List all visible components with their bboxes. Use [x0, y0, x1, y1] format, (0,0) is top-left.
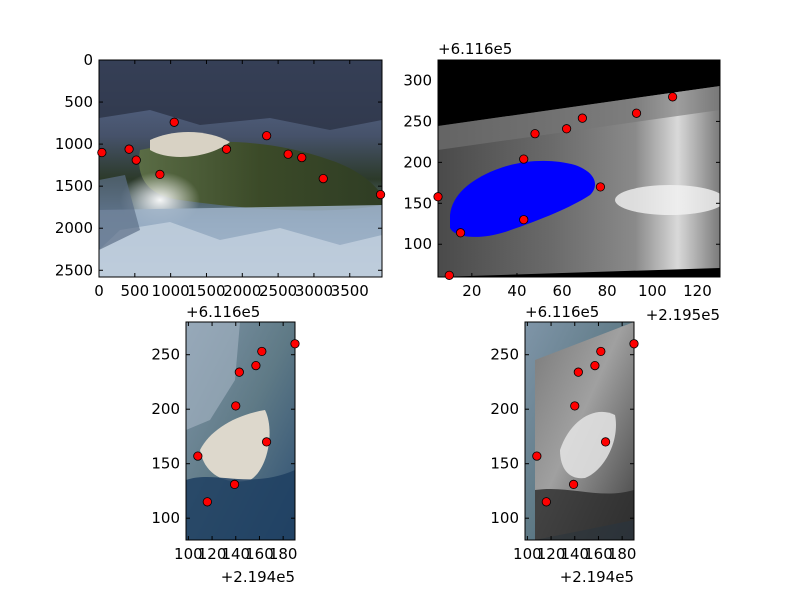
scatter-point — [569, 480, 577, 488]
y-tick-label: 250 — [403, 112, 432, 130]
panel-orthoimage-mask: +6.116e5 +2.195e5 20 40 60 80 100 120 100 150 20… — [403, 40, 725, 324]
scatter-point — [596, 183, 604, 191]
y-offset-label: +6.116e5 — [186, 303, 260, 321]
scatter-point — [98, 148, 106, 156]
scatter-point — [520, 215, 528, 223]
x-tick-label: 500 — [121, 282, 150, 300]
scatter-point — [194, 452, 202, 460]
scatter-point — [170, 118, 178, 126]
x-tick-label: 80 — [598, 282, 617, 300]
scatter-point — [230, 480, 238, 488]
x-tick-label: 60 — [553, 282, 572, 300]
scatter-point — [601, 438, 609, 446]
scatter-point — [156, 170, 164, 178]
scatter-point — [376, 190, 384, 198]
scatter-point — [252, 361, 260, 369]
y-tick-label: 150 — [403, 194, 432, 212]
scatter-point — [262, 438, 270, 446]
scatter-point — [632, 109, 640, 117]
aerial-photo-image — [186, 322, 295, 540]
scatter-point — [434, 193, 442, 201]
scatter-point — [542, 498, 550, 506]
orthoimage-raster — [438, 60, 725, 277]
scatter-point — [132, 156, 140, 164]
scatter-point — [262, 131, 270, 139]
x-tick-label: 3500 — [331, 282, 369, 300]
scatter-point — [319, 174, 327, 182]
scatter-point — [533, 452, 541, 460]
y-tick-label: 200 — [403, 153, 432, 171]
y-tick-label: 200 — [490, 400, 519, 418]
x-tick-label: 1500 — [187, 282, 225, 300]
panel-orthoimage-overlay: +6.116e5 +2.194e5 1001201401601801001502… — [490, 303, 638, 586]
x-offset-label: +2.194e5 — [560, 568, 634, 586]
x-tick-label: 1000 — [152, 282, 190, 300]
y-tick-label: 2500 — [55, 261, 93, 279]
x-tick-label: 180 — [269, 545, 298, 563]
scatter-point — [232, 402, 240, 410]
y-tick-label: 2000 — [55, 219, 93, 237]
x-tick-label: 3000 — [295, 282, 333, 300]
scatter-point — [574, 368, 582, 376]
x-tick-label: 120 — [683, 282, 712, 300]
y-tick-label: 100 — [151, 509, 180, 527]
y-tick-label: 500 — [64, 93, 93, 111]
x-tick-label: 2500 — [259, 282, 297, 300]
scatter-point — [298, 153, 306, 161]
x-tick-label: 40 — [507, 282, 526, 300]
scatter-point — [222, 145, 230, 153]
scatter-point — [531, 129, 539, 137]
panel-aerial-photo: +6.116e5 +2.194e5 1001201401601801001502… — [151, 303, 299, 586]
y-tick-label: 250 — [151, 346, 180, 364]
scatter-point — [520, 155, 528, 163]
x-offset-label: +2.194e5 — [221, 568, 295, 586]
y-offset-label: +6.116e5 — [438, 40, 512, 58]
scatter-point — [668, 93, 676, 101]
y-tick-label: 200 — [151, 400, 180, 418]
oblique-photo-image — [99, 60, 382, 277]
orthoimage-overlay-image — [525, 322, 634, 540]
scatter-point — [597, 347, 605, 355]
scatter-point — [445, 271, 453, 279]
scatter-point — [235, 368, 243, 376]
x-tick-label: 100 — [638, 282, 667, 300]
scatter-point — [591, 361, 599, 369]
y-tick-label: 250 — [490, 346, 519, 364]
y-tick-label: 150 — [490, 455, 519, 473]
x-offset-label: +2.195e5 — [646, 306, 720, 324]
y-tick-label: 300 — [403, 71, 432, 89]
scatter-point — [562, 125, 570, 133]
y-tick-label: 1000 — [55, 135, 93, 153]
scatter-point — [258, 347, 266, 355]
scatter-point — [630, 340, 638, 348]
panel-oblique-photo: 0 500 100015002000250030003500050010001500… — [55, 51, 385, 300]
scatter-point — [578, 114, 586, 122]
x-tick-label: 2000 — [223, 282, 261, 300]
x-tick-label: 0 — [94, 282, 104, 300]
y-offset-label: +6.116e5 — [525, 303, 599, 321]
y-tick-label: 0 — [83, 51, 93, 69]
scatter-point — [203, 498, 211, 506]
y-tick-label: 150 — [151, 455, 180, 473]
x-tick-label: 20 — [462, 282, 481, 300]
scatter-point — [125, 145, 133, 153]
scatter-point — [456, 229, 464, 237]
scatter-point — [291, 340, 299, 348]
y-tick-label: 1500 — [55, 177, 93, 195]
y-tick-label: 100 — [490, 509, 519, 527]
scatter-point — [284, 150, 292, 158]
y-tick-label: 100 — [403, 235, 432, 253]
scatter-point — [571, 402, 579, 410]
x-tick-label: 180 — [608, 545, 637, 563]
